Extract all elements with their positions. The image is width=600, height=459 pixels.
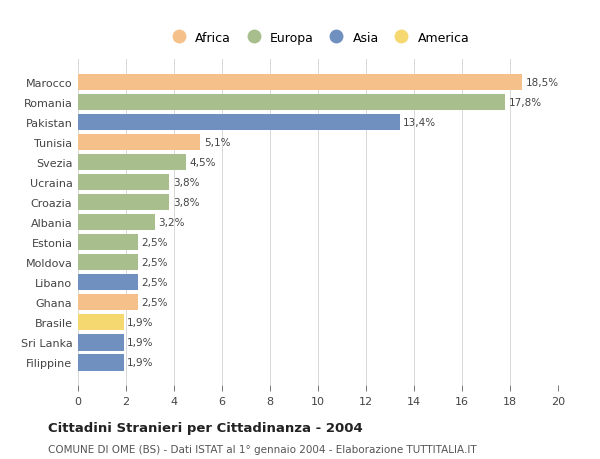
Text: 4,5%: 4,5% — [190, 157, 216, 168]
Text: 1,9%: 1,9% — [127, 358, 154, 368]
Text: 2,5%: 2,5% — [142, 238, 168, 247]
Text: 1,9%: 1,9% — [127, 318, 154, 328]
Bar — [78, 195, 169, 211]
Bar — [78, 294, 138, 311]
Text: 1,9%: 1,9% — [127, 337, 154, 347]
Bar — [78, 274, 138, 291]
Text: 2,5%: 2,5% — [142, 278, 168, 288]
Text: 2,5%: 2,5% — [142, 297, 168, 308]
Legend: Africa, Europa, Asia, America: Africa, Europa, Asia, America — [161, 27, 475, 50]
Text: 3,8%: 3,8% — [173, 178, 199, 188]
Bar — [78, 114, 400, 131]
Text: 17,8%: 17,8% — [509, 98, 542, 108]
Bar — [78, 214, 155, 231]
Text: 13,4%: 13,4% — [403, 118, 436, 128]
Bar — [78, 74, 522, 91]
Bar — [78, 134, 200, 151]
Text: 5,1%: 5,1% — [204, 138, 230, 148]
Text: Cittadini Stranieri per Cittadinanza - 2004: Cittadini Stranieri per Cittadinanza - 2… — [48, 421, 363, 434]
Bar — [78, 254, 138, 271]
Text: COMUNE DI OME (BS) - Dati ISTAT al 1° gennaio 2004 - Elaborazione TUTTITALIA.IT: COMUNE DI OME (BS) - Dati ISTAT al 1° ge… — [48, 444, 476, 454]
Text: 3,2%: 3,2% — [158, 218, 185, 228]
Text: 18,5%: 18,5% — [526, 78, 559, 88]
Bar — [78, 174, 169, 191]
Bar — [78, 354, 124, 371]
Text: 2,5%: 2,5% — [142, 257, 168, 268]
Bar — [78, 334, 124, 351]
Bar — [78, 154, 186, 171]
Bar — [78, 314, 124, 331]
Text: 3,8%: 3,8% — [173, 198, 199, 207]
Bar — [78, 95, 505, 111]
Bar — [78, 235, 138, 251]
